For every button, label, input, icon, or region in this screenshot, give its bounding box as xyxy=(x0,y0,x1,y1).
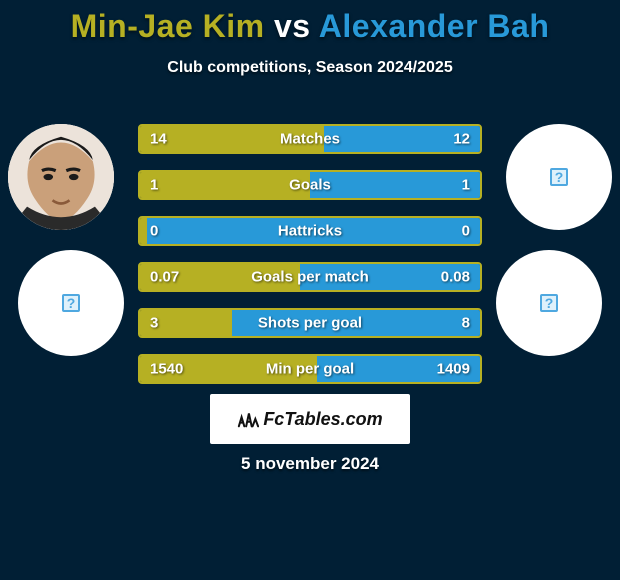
portrait-photo xyxy=(8,124,114,230)
stat-value-left: 1540 xyxy=(150,361,183,378)
player1-name: Min-Jae Kim xyxy=(71,8,265,44)
stat-value-left: 3 xyxy=(150,315,158,332)
stat-value-left: 0.07 xyxy=(150,269,179,286)
stat-value-right: 12 xyxy=(453,131,470,148)
player2-avatar: ? xyxy=(506,124,612,230)
stat-metric-label: Goals xyxy=(289,177,331,194)
stat-rows: 14 12 Matches 1 1 Goals 0 0 Hattricks 0.07 0.08 Goa… xyxy=(138,124,482,400)
stat-row: 1540 1409 Min per goal xyxy=(138,354,482,384)
stat-value-right: 0.08 xyxy=(441,269,470,286)
stat-value-right: 1409 xyxy=(437,361,470,378)
placeholder-icon: ? xyxy=(550,168,568,186)
vs-label: vs xyxy=(274,8,311,44)
placeholder-icon: ? xyxy=(540,294,558,312)
stat-bar-left xyxy=(140,172,310,198)
stat-metric-label: Shots per goal xyxy=(258,315,362,332)
player1-avatar xyxy=(8,124,114,230)
stat-row: 0 0 Hattricks xyxy=(138,216,482,246)
player2-club-badge: ? xyxy=(496,250,602,356)
player2-name: Alexander Bah xyxy=(319,8,550,44)
stat-metric-label: Hattricks xyxy=(278,223,342,240)
stat-value-left: 14 xyxy=(150,131,167,148)
comparison-title: Min-Jae Kim vs Alexander Bah xyxy=(0,0,620,45)
stat-row: 14 12 Matches xyxy=(138,124,482,154)
brand-text: FcTables.com xyxy=(263,409,382,430)
stat-bar-right xyxy=(310,172,480,198)
stat-row: 1 1 Goals xyxy=(138,170,482,200)
fctables-logo-icon xyxy=(237,409,259,429)
stat-row: 3 8 Shots per goal xyxy=(138,308,482,338)
stat-bar-left xyxy=(140,218,147,244)
snapshot-date: 5 november 2024 xyxy=(0,454,620,474)
stat-metric-label: Goals per match xyxy=(251,269,369,286)
subtitle: Club competitions, Season 2024/2025 xyxy=(0,59,620,77)
player1-club-badge: ? xyxy=(18,250,124,356)
stat-value-right: 0 xyxy=(462,223,470,240)
stat-value-left: 0 xyxy=(150,223,158,240)
stat-value-right: 8 xyxy=(462,315,470,332)
stat-metric-label: Matches xyxy=(280,131,340,148)
stat-row: 0.07 0.08 Goals per match xyxy=(138,262,482,292)
placeholder-icon: ? xyxy=(62,294,80,312)
stat-value-left: 1 xyxy=(150,177,158,194)
stat-metric-label: Min per goal xyxy=(266,361,354,378)
brand-badge: FcTables.com xyxy=(210,394,410,444)
stat-value-right: 1 xyxy=(462,177,470,194)
